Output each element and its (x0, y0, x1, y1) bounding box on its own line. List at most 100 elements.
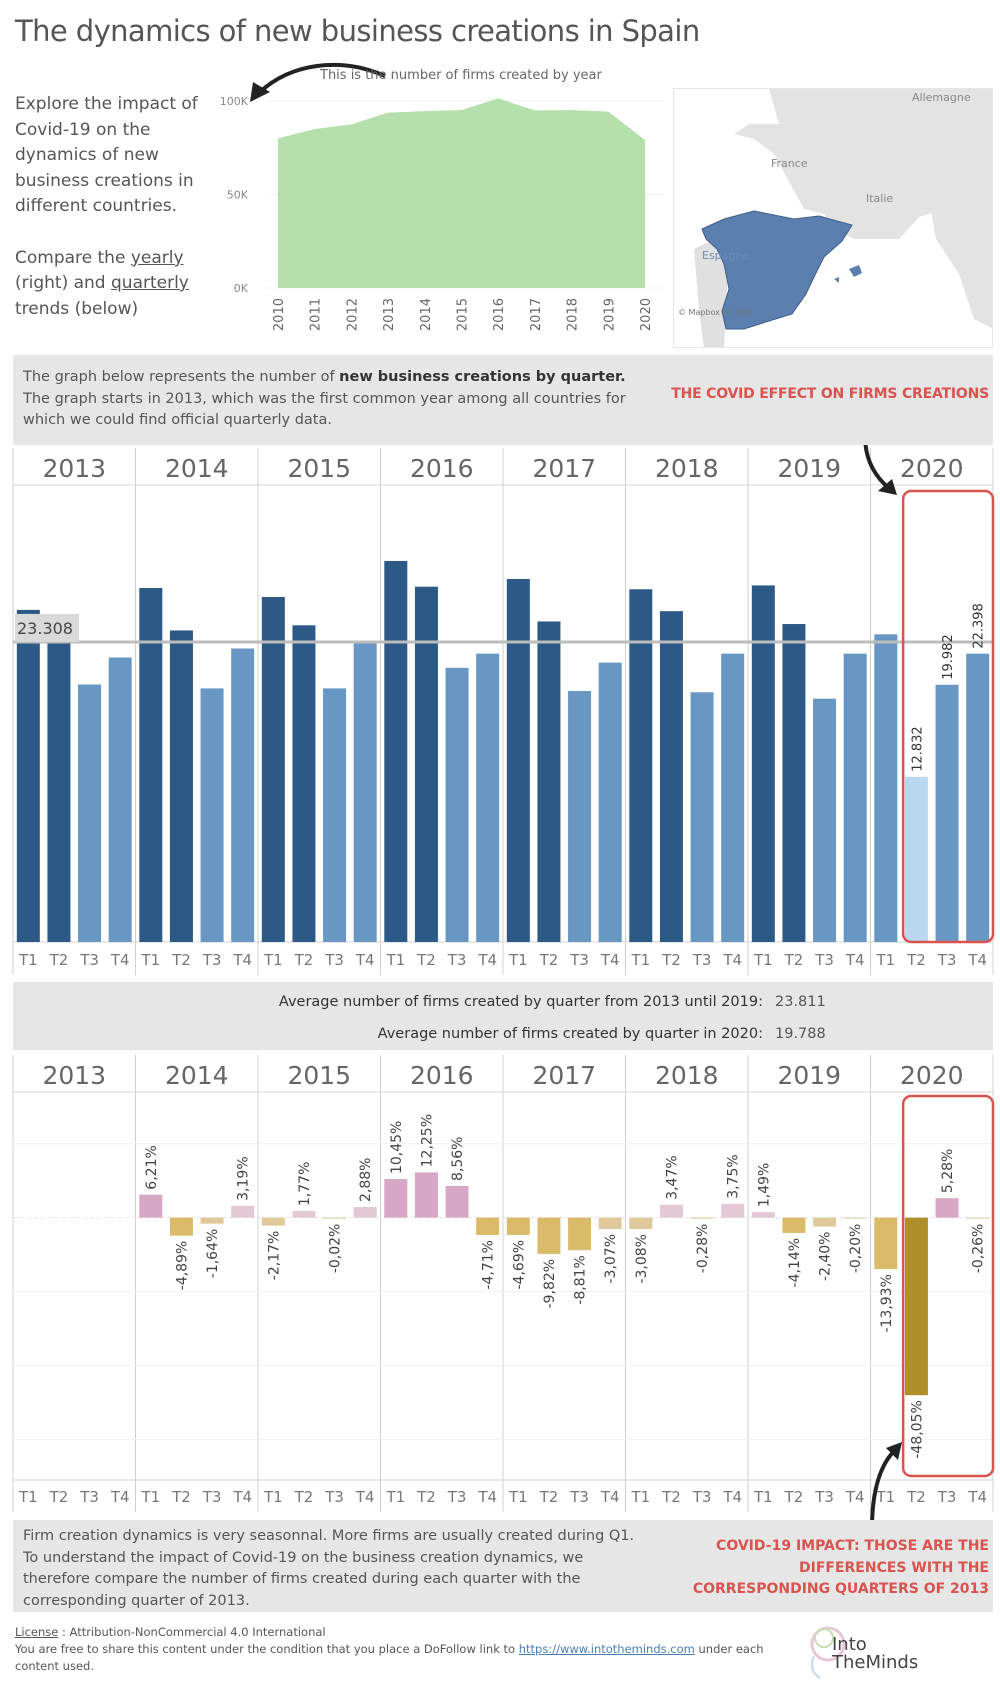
covid-highlight-box (901, 489, 995, 944)
pct-data-label: -0,02% (328, 1224, 344, 1274)
arrow-head-icon (886, 1442, 902, 1460)
share-text: You are free to share this content under… (15, 1642, 519, 1656)
quarter-bar[interactable] (659, 611, 683, 942)
quarter-bar[interactable] (353, 640, 377, 942)
pct-data-label: 1,49% (756, 1163, 772, 1207)
quarter-bar[interactable] (537, 621, 561, 942)
year-header: 2019 (777, 1061, 841, 1090)
pct-bar[interactable] (904, 1217, 928, 1396)
quarter-bar[interactable] (384, 560, 408, 942)
spain-region[interactable] (701, 210, 853, 330)
quarter-bar[interactable] (108, 657, 132, 942)
pct-bar[interactable] (843, 1217, 867, 1219)
yearly-link[interactable]: yearly (130, 247, 184, 268)
quarter-label: T3 (937, 1488, 957, 1506)
quarter-label: T4 (722, 1488, 742, 1506)
pct-bar[interactable] (292, 1211, 316, 1218)
pct-bar[interactable] (414, 1172, 438, 1218)
quarter-bar[interactable] (813, 698, 837, 942)
quarter-bar[interactable] (568, 690, 592, 942)
pct-data-label: -3,07% (603, 1234, 619, 1284)
license-link[interactable]: License (15, 1625, 59, 1639)
quarter-label: T2 (416, 1488, 436, 1506)
pct-bar[interactable] (966, 1217, 990, 1219)
map-label-france: France (771, 157, 808, 170)
quarter-label: T1 (508, 951, 528, 969)
quarter-bar[interactable] (721, 653, 745, 942)
quarter-bar[interactable] (445, 667, 469, 942)
pct-bar[interactable] (323, 1217, 347, 1219)
pct-bar[interactable] (476, 1217, 500, 1236)
pct-bar[interactable] (598, 1217, 622, 1229)
pct-bar[interactable] (782, 1217, 806, 1233)
intotheminds-logo[interactable]: Into TheMinds (800, 1616, 940, 1686)
quarter-bar[interactable] (782, 624, 806, 942)
pct-bar[interactable] (169, 1217, 193, 1236)
yearly-xtick-label: 2015 (456, 298, 471, 331)
pct-data-label: -48,05% (909, 1400, 925, 1458)
pct-data-label: 3,19% (236, 1156, 252, 1200)
quarter-label: T3 (202, 951, 222, 969)
pct-bar[interactable] (261, 1217, 285, 1226)
quarter-bar[interactable] (200, 688, 224, 942)
quarter-label: T3 (937, 951, 957, 969)
avg-value-2013-2019: 23.811 (775, 994, 826, 1010)
yearly-ytick-label: 100K (220, 95, 249, 108)
quarter-bar[interactable] (261, 596, 285, 942)
quarter-label: T1 (385, 951, 405, 969)
map-attribution[interactable]: © Mapbox © OSM (678, 308, 751, 317)
quarter-bar[interactable] (476, 653, 500, 942)
quarter-bar[interactable] (47, 640, 71, 942)
pct-bar[interactable] (813, 1217, 837, 1227)
quarterly-link[interactable]: quarterly (111, 273, 189, 293)
pct-data-label: -8,81% (573, 1255, 589, 1305)
pct-bar[interactable] (537, 1217, 561, 1254)
quarter-bar[interactable] (843, 653, 867, 942)
pct-bar[interactable] (874, 1217, 898, 1270)
pct-bar[interactable] (200, 1217, 224, 1224)
land-portugal (694, 239, 729, 347)
pct-bar[interactable] (568, 1217, 592, 1251)
quarter-bar[interactable] (751, 585, 775, 942)
map[interactable]: Allemagne France Italie Espagne © Mapbox… (673, 88, 993, 348)
quarter-label: T3 (324, 1488, 344, 1506)
yearly-area (278, 98, 645, 288)
year-header: 2013 (42, 454, 106, 483)
quarter-bar[interactable] (690, 692, 714, 942)
pct-bar[interactable] (353, 1206, 377, 1218)
quarter-bar[interactable] (292, 625, 316, 942)
pct-bar[interactable] (629, 1217, 653, 1230)
quarter-bar[interactable] (231, 648, 255, 942)
pct-bar[interactable] (751, 1212, 775, 1218)
quarter-bar[interactable] (966, 653, 990, 942)
quarter-bar[interactable] (935, 684, 959, 942)
pct-bar[interactable] (445, 1186, 469, 1218)
year-header: 2015 (287, 454, 351, 483)
pct-bar[interactable] (935, 1198, 959, 1218)
quarter-bar[interactable] (16, 609, 40, 942)
quarter-label: T4 (477, 951, 497, 969)
quarter-bar[interactable] (506, 578, 530, 942)
year-header: 2020 (900, 454, 964, 483)
yearly-xtick-label: 2012 (345, 298, 360, 331)
pct-bar[interactable] (721, 1203, 745, 1218)
quarter-bar[interactable] (904, 776, 928, 942)
pct-bar[interactable] (506, 1217, 530, 1235)
quarter-bar[interactable] (169, 630, 193, 942)
quarter-bar[interactable] (598, 662, 622, 942)
quarter-bar[interactable] (629, 589, 653, 942)
reference-label-bg (15, 613, 79, 642)
intotheminds-link[interactable]: https://www.intotheminds.com (518, 1642, 695, 1656)
quarter-bar[interactable] (874, 634, 898, 942)
pct-bar[interactable] (690, 1217, 714, 1219)
pct-bar[interactable] (231, 1205, 255, 1218)
pct-bar[interactable] (659, 1204, 683, 1218)
quarter-bar[interactable] (323, 688, 347, 942)
trends-text: trends (below) (15, 298, 139, 319)
quarter-label: T4 (232, 1488, 252, 1506)
pct-bar[interactable] (384, 1179, 408, 1218)
quarter-bar[interactable] (414, 586, 438, 942)
pct-bar[interactable] (139, 1194, 163, 1218)
quarter-bar[interactable] (78, 684, 102, 942)
quarter-bar[interactable] (139, 587, 163, 942)
